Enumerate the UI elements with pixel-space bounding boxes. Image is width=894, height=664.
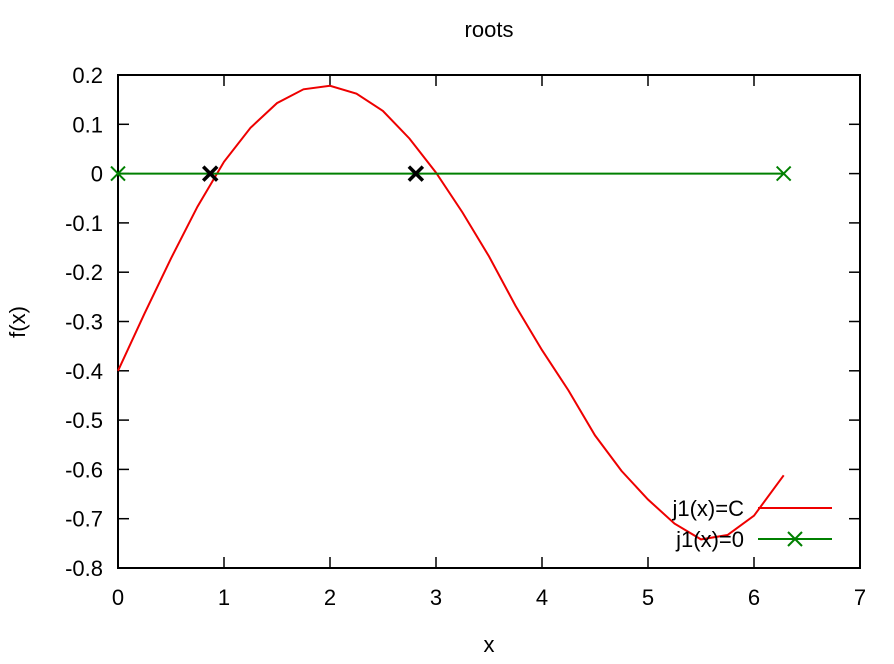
axes: 0 1 2 3 4 5 6 7 0.2 0.1 0 -0.1 -0.2 -0.3 -0.4 -0.5 -0.6 -… <box>65 63 866 610</box>
x-tick-label: 6 <box>748 585 760 610</box>
y-tick-label: -0.4 <box>65 359 103 384</box>
y-tick-label: 0.1 <box>72 112 103 137</box>
legend-marker-2 <box>787 531 803 547</box>
x-tick-label: 7 <box>854 585 866 610</box>
series-line-1 <box>117 84 785 541</box>
y-tick-label: -0.5 <box>65 408 103 433</box>
y-tick-label: 0.2 <box>72 63 103 88</box>
y-tick-label: -0.7 <box>65 507 103 532</box>
y-tick-label: -0.1 <box>65 211 103 236</box>
x-marker-stroke <box>787 531 803 547</box>
plot-area <box>110 84 792 541</box>
x-tick-label: 3 <box>430 585 442 610</box>
series-point-2 <box>775 165 792 182</box>
y-tick-label: -0.8 <box>65 556 103 581</box>
root-marker <box>407 165 425 182</box>
x-marker-stroke <box>201 165 219 182</box>
plot-frame <box>117 74 861 569</box>
x-marker-stroke <box>110 165 126 182</box>
y-axis-label: f(x) <box>5 306 30 338</box>
x-tick-label: 4 <box>536 585 548 610</box>
y-tick-label: -0.6 <box>65 457 103 482</box>
x-marker-stroke <box>407 165 425 182</box>
x-tick-label: 0 <box>112 585 124 610</box>
legend-label-2: j1(x)=0 <box>675 527 744 552</box>
y-tick-label: -0.2 <box>65 260 103 285</box>
x-tick-label: 1 <box>218 585 230 610</box>
legend-label-1: j1(x)=C <box>671 496 744 521</box>
y-tick-label: -0.3 <box>65 310 103 335</box>
series-point-2 <box>110 165 126 182</box>
root-marker <box>201 165 219 182</box>
x-tick-label: 5 <box>642 585 654 610</box>
y-tick-label: 0 <box>91 162 103 187</box>
x-tick-label: 2 <box>324 585 336 610</box>
chart-title: roots <box>465 17 514 42</box>
legend: j1(x)=C j1(x)=0 <box>671 496 832 552</box>
x-axis-label: x <box>484 632 495 657</box>
x-marker-stroke <box>775 165 792 182</box>
